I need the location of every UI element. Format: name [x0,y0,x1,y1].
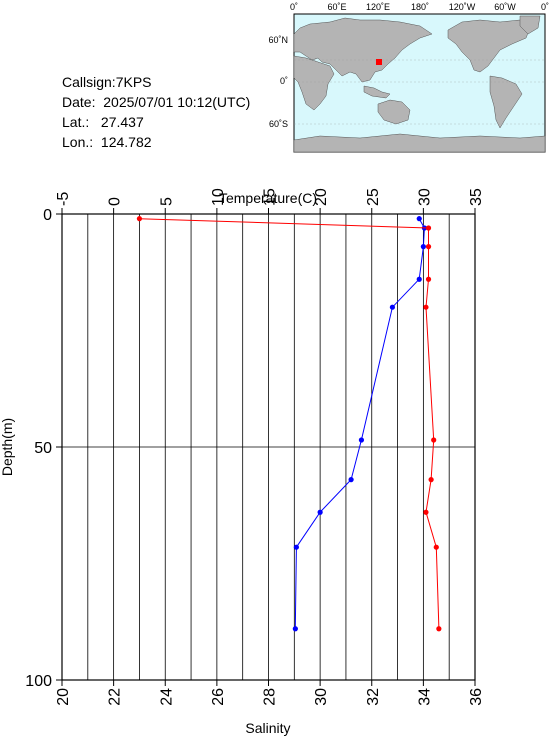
lon-label: Lon.: [62,134,94,150]
land-seasia [363,85,391,99]
salinity-tick-label: 28 [262,688,279,706]
salinity-point [425,225,432,231]
land-north-america [447,19,531,73]
temperature-point [389,304,395,310]
salinity-point [425,244,432,250]
salinity-tick-label: 24 [158,688,175,706]
temperature-tick-label: 20 [313,188,330,206]
map-top-labels: 0˚ 60˚E 120˚E 180˚ 120˚W 60˚W 0˚ [290,2,549,12]
salinity-point [423,304,429,310]
station-marker [376,59,382,65]
station-info: Callsign:7KPS Date: 2025/07/01 10:12(UTC… [62,72,250,152]
temperature-point [317,509,323,515]
callsign-line: Callsign:7KPS [62,72,250,92]
map-lat-label-1: 0˚ [280,76,288,86]
profile-chart: -5 0 5 10 15 20 25 30 35 20 22 24 26 28 30 32 34 36 0501… [0,188,485,736]
temperature-point [348,477,354,483]
map-left-labels: 60˚N 0˚ 60˚S [268,35,288,129]
depth-axis: 0 50 100 [25,207,62,690]
salinity-point [136,216,143,222]
temperature-axis: -5 0 5 10 15 20 25 30 35 [55,188,485,214]
temperature-tick-label: 5 [158,197,175,206]
world-map: 0˚ 60˚E 120˚E 180˚ 120˚W 60˚W 0˚ 60˚N 0˚… [268,2,549,153]
callsign-label: Callsign: [62,74,116,90]
temperature-point [416,276,422,282]
salinity-axis: 20 22 24 26 28 30 32 34 36 [55,680,485,706]
temperature-tick-label: 15 [262,188,279,206]
lat-line: Lat.: 27.437 [62,112,250,132]
map-lon-label-6: 0˚ [541,2,549,12]
land-greenland [519,15,541,35]
temperature-tick-label: 0 [107,197,124,206]
land-africa [293,55,335,111]
depth-axis-title: Depth(m) [0,418,15,476]
date-value: 2025/07/01 10:12(UTC) [103,94,251,110]
lat-label: Lat.: [62,114,90,130]
map-lon-label-1: 60˚E [327,2,346,12]
temperature-point [420,244,426,250]
salinity-point [436,626,442,632]
salinity-point [423,509,429,515]
depth-tick-label: 50 [34,440,52,457]
temperature-line [294,218,425,629]
date-line: Date: 2025/07/01 10:12(UTC) [62,92,250,112]
temperature-axis-title: Temperature(C) [219,190,317,206]
temperature-tick-label: -5 [55,192,72,206]
temperature-point [292,626,298,632]
land-antarctica [293,133,546,153]
land-australia [377,99,411,125]
salinity-tick-label: 32 [365,688,382,706]
salinity-tick-label: 26 [210,688,227,706]
salinity-tick-label: 30 [313,688,330,706]
salinity-tick-label: 22 [107,688,124,706]
temperature-tick-label: 30 [416,188,433,206]
depth-tick-label: 100 [25,673,52,690]
map-lat-label-0: 60˚N [268,35,288,45]
temperature-point [293,544,299,550]
salinity-point [433,544,439,550]
temperature-tick-label: 35 [468,188,485,206]
map-lon-label-5: 60˚W [494,2,516,12]
map-lon-label-3: 180˚ [411,2,429,12]
salinity-tick-label: 20 [55,688,72,706]
salinity-point [425,276,432,282]
salinity-tick-label: 36 [468,688,485,706]
lon-line: Lon.: 124.782 [62,132,250,152]
map-lon-label-4: 120˚W [449,2,476,12]
temperature-point [358,437,365,443]
map-land [293,15,546,153]
depth-tick-label: 0 [43,207,52,224]
date-label: Date: [62,94,96,110]
series-layer [136,216,442,632]
salinity-line [139,218,440,629]
salinity-point [431,437,437,443]
lat-value: 27.437 [100,114,144,130]
salinity-tick-label: 34 [416,688,433,706]
salinity-point [428,477,434,483]
temperature-tick-label: 10 [210,188,227,206]
land-europe-asia [293,17,433,83]
salinity-axis-title: Salinity [245,720,290,736]
temperature-point [416,216,422,222]
map-lon-label-0: 0˚ [290,2,298,12]
map-lon-label-2: 120˚E [366,2,390,12]
callsign-value: 7KPS [115,74,152,90]
map-lat-label-2: 60˚S [269,119,288,129]
temperature-tick-label: 25 [365,188,382,206]
lon-value: 124.782 [100,134,152,150]
